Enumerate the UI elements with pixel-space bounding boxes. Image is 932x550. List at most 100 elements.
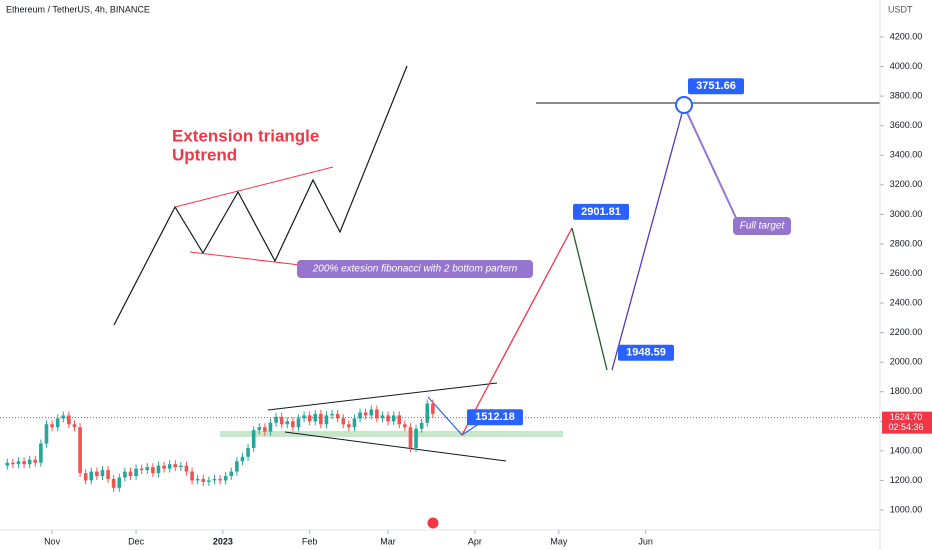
candle [95, 471, 99, 477]
y-tick-label: 3400.00 [890, 150, 923, 160]
x-tick-label: Jun [638, 536, 653, 546]
candle [274, 416, 278, 423]
y-tick-label: 1400.00 [890, 445, 923, 455]
candle [279, 416, 284, 425]
candle [431, 403, 435, 414]
candle [380, 415, 385, 419]
candle [408, 427, 413, 448]
candle [341, 418, 346, 425]
target-box [573, 203, 629, 220]
projection [571, 227, 608, 371]
candle [257, 427, 262, 431]
candle [111, 478, 116, 488]
x-tick-label: Feb [302, 536, 318, 546]
candle [61, 415, 66, 419]
candle [139, 468, 144, 471]
candle [190, 471, 194, 481]
candle [375, 409, 379, 419]
channel-line [284, 431, 507, 462]
candle [296, 418, 301, 428]
target-box [618, 344, 674, 361]
zigzag [113, 65, 408, 326]
candle [425, 403, 430, 423]
candle [5, 462, 10, 466]
candle [369, 409, 374, 416]
candle [391, 415, 396, 422]
target-note: Full target [740, 221, 786, 232]
x-tick-label: Nov [44, 536, 61, 546]
candle [251, 430, 256, 448]
countdown: 02:54:36 [888, 422, 923, 432]
candle [156, 465, 161, 474]
candle [134, 468, 138, 477]
y-tick-label: 2200.00 [890, 327, 923, 337]
note-box [297, 260, 533, 278]
candle [162, 465, 166, 469]
target-box [467, 409, 523, 426]
projection [683, 105, 738, 221]
candle [397, 415, 402, 425]
candle [50, 424, 54, 428]
candle [167, 464, 172, 469]
x-tick-label: 2023 [213, 536, 233, 546]
candle [173, 464, 178, 468]
fib-note: 200% extesion fibonacci with 2 bottom pa… [312, 264, 518, 275]
y-tick-label: 2600.00 [890, 268, 923, 278]
candle [195, 478, 200, 481]
candle [347, 424, 351, 428]
candle [212, 478, 217, 481]
y-tick-label: 1200.00 [890, 475, 923, 485]
candle [268, 422, 273, 432]
channel-line [267, 382, 498, 411]
event-flag [426, 516, 440, 530]
candle [302, 415, 306, 419]
y-tick-label: 3200.00 [890, 179, 923, 189]
candle [44, 424, 49, 444]
candle [403, 424, 407, 428]
y-tick-label: 3800.00 [890, 91, 923, 101]
pattern-title: Extension triangle [172, 126, 319, 145]
candle [285, 421, 290, 425]
candle [330, 413, 334, 416]
candle [352, 418, 357, 428]
candle [11, 462, 15, 465]
candle [218, 478, 222, 481]
candle [78, 427, 82, 474]
y-tick-label: 4000.00 [890, 61, 923, 71]
candle [123, 471, 127, 478]
candle [335, 413, 340, 419]
candle [89, 471, 94, 481]
candle [145, 467, 150, 471]
projection [461, 227, 573, 436]
price-badge [882, 411, 932, 434]
support-band [220, 431, 563, 437]
y-tick-label: 1800.00 [890, 386, 923, 396]
note-box [733, 217, 791, 235]
candle [207, 480, 211, 482]
pattern-title: Uptrend [172, 145, 237, 164]
candle [414, 428, 418, 448]
candle [55, 418, 60, 428]
candle [67, 415, 71, 425]
x-tick-label: Dec [128, 536, 145, 546]
y-tick-label: 2800.00 [890, 238, 923, 248]
candle [386, 415, 390, 422]
triangle-line [174, 166, 334, 208]
y-tick-label: 2400.00 [890, 297, 923, 307]
candle [117, 477, 122, 488]
projection [611, 105, 685, 371]
candle [358, 412, 362, 419]
triangle-line [189, 251, 301, 266]
candle [184, 465, 189, 472]
candle [263, 427, 267, 432]
candle [83, 473, 88, 481]
candle [106, 470, 110, 479]
y-tick-label: 2000.00 [890, 357, 923, 367]
candle [72, 424, 77, 428]
symbol-title: Ethereum / TetherUS, 4h, BINANCE [6, 4, 150, 14]
candle [128, 471, 133, 477]
axis-unit: USDT [888, 4, 913, 14]
x-tick-label: Apr [468, 536, 482, 546]
candle [27, 459, 32, 465]
